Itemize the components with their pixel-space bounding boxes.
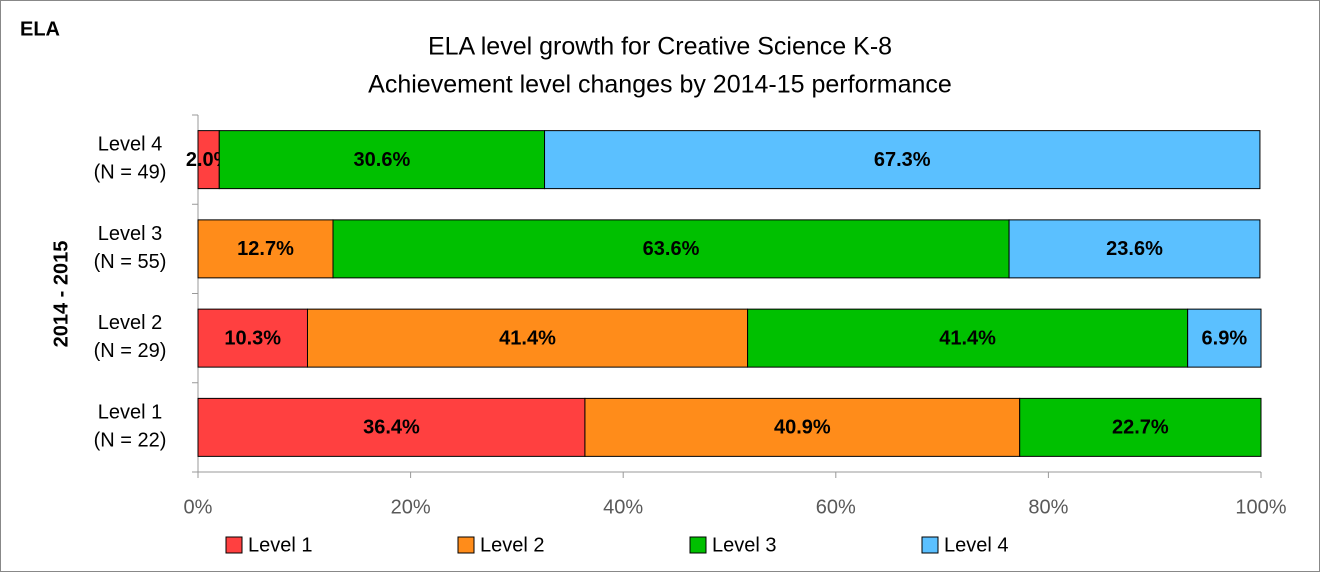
x-tick-label: 40% <box>603 496 643 518</box>
y-tick-label: Level 1 (N = 22) <box>94 402 167 452</box>
legend-swatch <box>457 536 475 554</box>
legend-swatch <box>689 536 707 554</box>
y-tick-label-line: (N = 49) <box>94 162 167 184</box>
y-tick-label-line: Level 1 <box>98 402 163 424</box>
y-tick-label: Level 2 (N = 29) <box>94 312 167 362</box>
y-tick-label-line: (N = 22) <box>94 430 167 452</box>
bar-segment <box>1187 308 1262 368</box>
y-tick-label: Level 3 (N = 55) <box>94 223 167 273</box>
legend-label: Level 3 <box>712 534 777 556</box>
data-label: 41.4% <box>499 327 556 349</box>
x-tick-label: 80% <box>1028 496 1068 518</box>
bar-segment <box>197 397 586 457</box>
data-label: 41.4% <box>939 327 996 349</box>
y-tick-label-line: Level 4 <box>98 134 163 156</box>
bar-segment <box>1008 219 1261 279</box>
data-label: 36.4% <box>363 417 420 439</box>
bar-segment <box>197 219 334 279</box>
data-label: 63.6% <box>643 238 700 260</box>
data-label: 30.6% <box>354 149 411 171</box>
y-tick-label-line: Level 3 <box>98 223 163 245</box>
data-label: 10.3% <box>224 327 281 349</box>
bar-segment <box>197 308 308 368</box>
y-tick-label-line: Level 2 <box>98 312 163 334</box>
data-label: 23.6% <box>1106 238 1163 260</box>
chart-subtitle: Achievement level changes by 2014-15 per… <box>368 71 952 99</box>
corner-label: ELA <box>20 18 60 40</box>
y-axis-label: 2014 - 2015 <box>50 241 72 348</box>
legend-label: Level 2 <box>480 534 545 556</box>
x-tick-label: 60% <box>816 496 856 518</box>
bar-segment <box>544 130 1261 190</box>
x-tick-label: 0% <box>184 496 213 518</box>
data-label: 12.7% <box>237 238 294 260</box>
legend-swatch <box>225 536 243 554</box>
legend-label: Level 1 <box>248 534 313 556</box>
legend-swatch <box>921 536 939 554</box>
data-label: 40.9% <box>774 417 831 439</box>
data-label: 6.9% <box>1202 327 1248 349</box>
x-tick-label: 100% <box>1235 496 1286 518</box>
y-tick-label: Level 4 (N = 49) <box>94 134 167 184</box>
chart-title: ELA level growth for Creative Science K-… <box>428 33 892 61</box>
y-tick-label-line: (N = 55) <box>94 251 167 273</box>
data-label: 67.3% <box>874 149 931 171</box>
legend-label: Level 4 <box>944 534 1009 556</box>
bar-segment <box>332 219 1010 279</box>
bar-segment <box>584 397 1021 457</box>
y-tick-label-line: (N = 29) <box>94 340 167 362</box>
bar-segment <box>1019 397 1262 457</box>
bar-segment <box>747 308 1189 368</box>
bar-segment <box>306 308 749 368</box>
x-tick-label: 20% <box>391 496 431 518</box>
data-label: 22.7% <box>1112 417 1169 439</box>
